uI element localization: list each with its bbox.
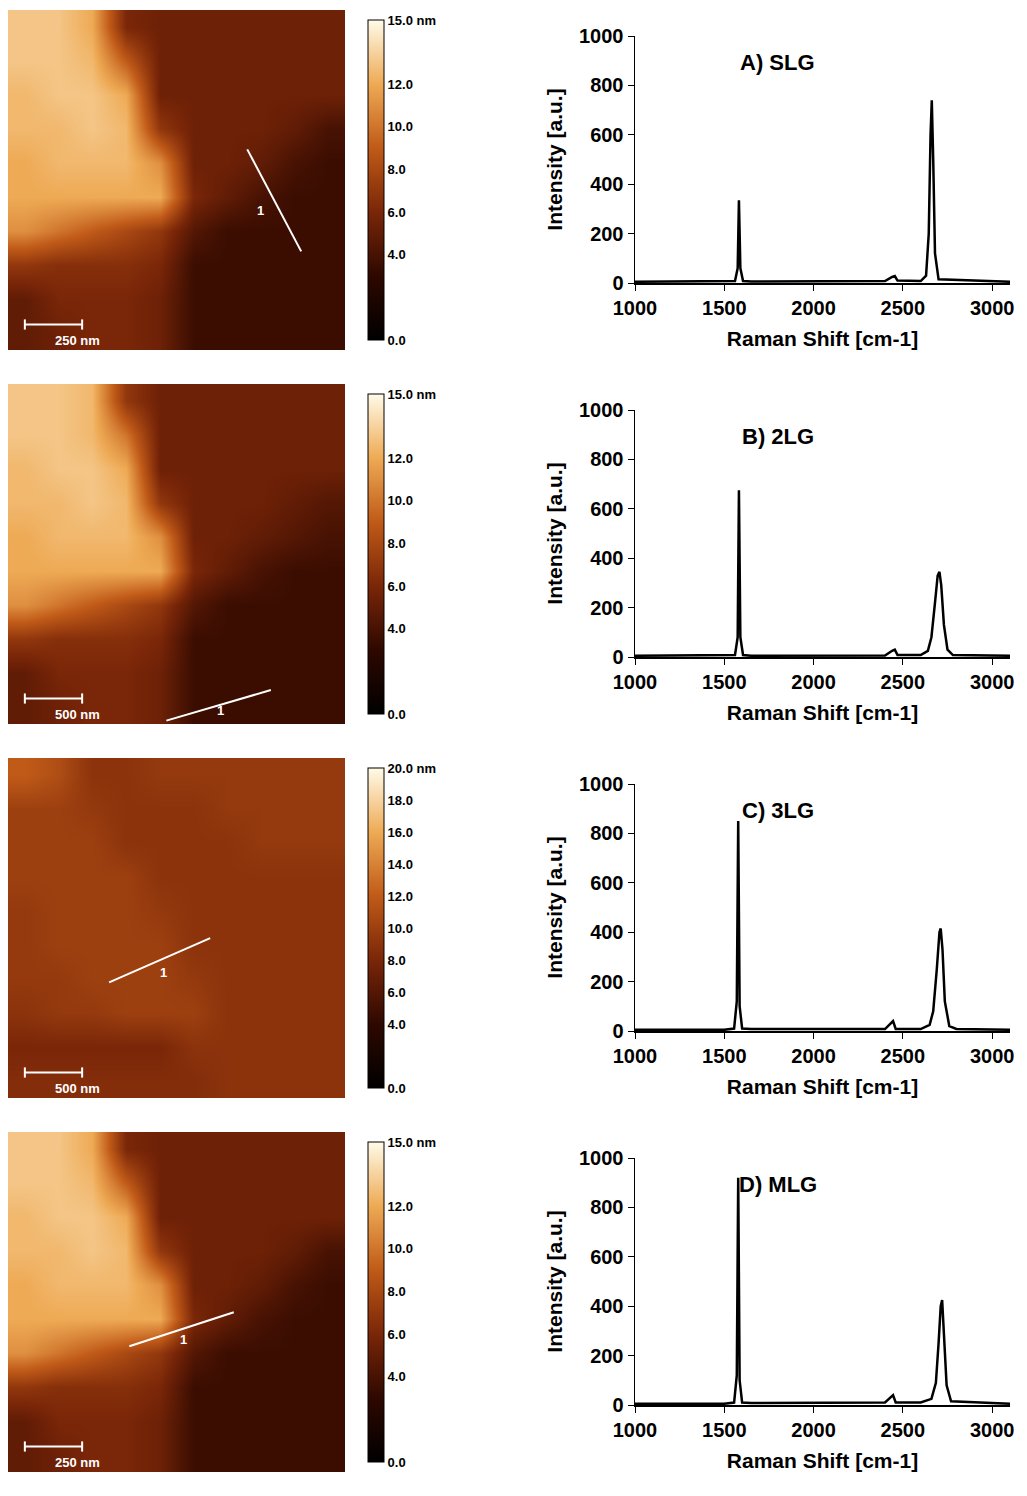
svg-text:6.0: 6.0: [388, 205, 406, 220]
svg-text:6.0: 6.0: [388, 985, 406, 1000]
svg-text:Intensity [a.u.]: Intensity [a.u.]: [543, 462, 566, 604]
svg-text:1500: 1500: [702, 1045, 747, 1067]
svg-text:0: 0: [612, 272, 623, 294]
svg-text:0: 0: [612, 1394, 623, 1416]
svg-text:15.0 nm: 15.0 nm: [388, 387, 436, 402]
svg-text:0: 0: [612, 646, 623, 668]
svg-text:16.0: 16.0: [388, 825, 413, 840]
svg-text:600: 600: [590, 498, 623, 520]
svg-text:2500: 2500: [881, 671, 926, 693]
svg-text:C) 3LG: C) 3LG: [742, 798, 814, 823]
svg-text:2500: 2500: [881, 297, 926, 319]
svg-text:0.0: 0.0: [388, 333, 406, 348]
svg-text:1000: 1000: [579, 399, 624, 421]
svg-text:10.0: 10.0: [388, 493, 413, 508]
svg-text:1000: 1000: [579, 773, 624, 795]
svg-text:6.0: 6.0: [388, 579, 406, 594]
svg-text:A) SLG: A) SLG: [740, 50, 815, 75]
svg-text:400: 400: [590, 1295, 623, 1317]
svg-text:600: 600: [590, 1246, 623, 1268]
svg-text:1500: 1500: [702, 671, 747, 693]
svg-text:600: 600: [590, 124, 623, 146]
svg-text:2000: 2000: [791, 671, 836, 693]
svg-text:8.0: 8.0: [388, 953, 406, 968]
svg-text:15.0 nm: 15.0 nm: [388, 13, 436, 28]
svg-text:10.0: 10.0: [388, 119, 413, 134]
svg-text:Intensity [a.u.]: Intensity [a.u.]: [543, 836, 566, 978]
svg-text:2000: 2000: [791, 297, 836, 319]
svg-text:Raman Shift [cm-1]: Raman Shift [cm-1]: [727, 1449, 918, 1472]
svg-text:Intensity [a.u.]: Intensity [a.u.]: [543, 1210, 566, 1352]
svg-text:250 nm: 250 nm: [55, 333, 100, 348]
svg-text:1000: 1000: [579, 25, 624, 47]
svg-text:6.0: 6.0: [388, 1327, 406, 1342]
svg-text:500 nm: 500 nm: [55, 707, 100, 722]
svg-text:2500: 2500: [881, 1045, 926, 1067]
svg-text:800: 800: [590, 74, 623, 96]
svg-text:2000: 2000: [791, 1419, 836, 1441]
svg-text:400: 400: [590, 173, 623, 195]
svg-text:8.0: 8.0: [388, 162, 406, 177]
svg-text:200: 200: [590, 971, 623, 993]
svg-text:400: 400: [590, 547, 623, 569]
svg-text:600: 600: [590, 872, 623, 894]
svg-text:4.0: 4.0: [388, 621, 406, 636]
svg-text:200: 200: [590, 1345, 623, 1367]
svg-text:0.0: 0.0: [388, 1081, 406, 1096]
svg-text:B) 2LG: B) 2LG: [742, 424, 814, 449]
svg-text:4.0: 4.0: [388, 1017, 406, 1032]
svg-text:800: 800: [590, 822, 623, 844]
svg-text:1: 1: [217, 703, 224, 718]
svg-text:20.0 nm: 20.0 nm: [388, 761, 436, 776]
svg-text:1: 1: [257, 203, 264, 218]
svg-text:0.0: 0.0: [388, 1455, 406, 1470]
svg-text:12.0: 12.0: [388, 77, 413, 92]
svg-text:1000: 1000: [613, 1045, 658, 1067]
svg-text:Raman Shift [cm-1]: Raman Shift [cm-1]: [727, 327, 918, 350]
svg-text:250 nm: 250 nm: [55, 1455, 100, 1470]
svg-text:15.0 nm: 15.0 nm: [388, 1135, 436, 1150]
svg-text:800: 800: [590, 448, 623, 470]
svg-text:10.0: 10.0: [388, 921, 413, 936]
svg-text:12.0: 12.0: [388, 1199, 413, 1214]
svg-text:500 nm: 500 nm: [55, 1081, 100, 1096]
svg-text:1: 1: [160, 965, 167, 980]
svg-text:18.0: 18.0: [388, 793, 413, 808]
svg-text:3000: 3000: [970, 297, 1015, 319]
svg-text:1500: 1500: [702, 297, 747, 319]
svg-text:3000: 3000: [970, 1419, 1015, 1441]
svg-text:400: 400: [590, 921, 623, 943]
svg-text:200: 200: [590, 597, 623, 619]
svg-text:3000: 3000: [970, 1045, 1015, 1067]
svg-text:Intensity [a.u.]: Intensity [a.u.]: [543, 88, 566, 230]
svg-text:2500: 2500: [881, 1419, 926, 1441]
svg-text:2000: 2000: [791, 1045, 836, 1067]
svg-text:1000: 1000: [613, 1419, 658, 1441]
svg-text:12.0: 12.0: [388, 889, 413, 904]
svg-text:4.0: 4.0: [388, 247, 406, 262]
svg-text:800: 800: [590, 1196, 623, 1218]
svg-text:Raman Shift [cm-1]: Raman Shift [cm-1]: [727, 701, 918, 724]
svg-text:8.0: 8.0: [388, 1284, 406, 1299]
svg-text:1000: 1000: [613, 297, 658, 319]
svg-text:1000: 1000: [579, 1147, 624, 1169]
svg-text:0: 0: [612, 1020, 623, 1042]
svg-text:D) MLG: D) MLG: [739, 1172, 817, 1197]
svg-text:1: 1: [180, 1332, 187, 1347]
svg-text:1500: 1500: [702, 1419, 747, 1441]
svg-text:8.0: 8.0: [388, 536, 406, 551]
svg-text:200: 200: [590, 223, 623, 245]
svg-text:10.0: 10.0: [388, 1241, 413, 1256]
svg-text:Raman Shift [cm-1]: Raman Shift [cm-1]: [727, 1075, 918, 1098]
svg-text:1000: 1000: [613, 671, 658, 693]
svg-text:12.0: 12.0: [388, 451, 413, 466]
svg-text:14.0: 14.0: [388, 857, 413, 872]
svg-text:4.0: 4.0: [388, 1369, 406, 1384]
svg-text:0.0: 0.0: [388, 707, 406, 722]
svg-text:3000: 3000: [970, 671, 1015, 693]
